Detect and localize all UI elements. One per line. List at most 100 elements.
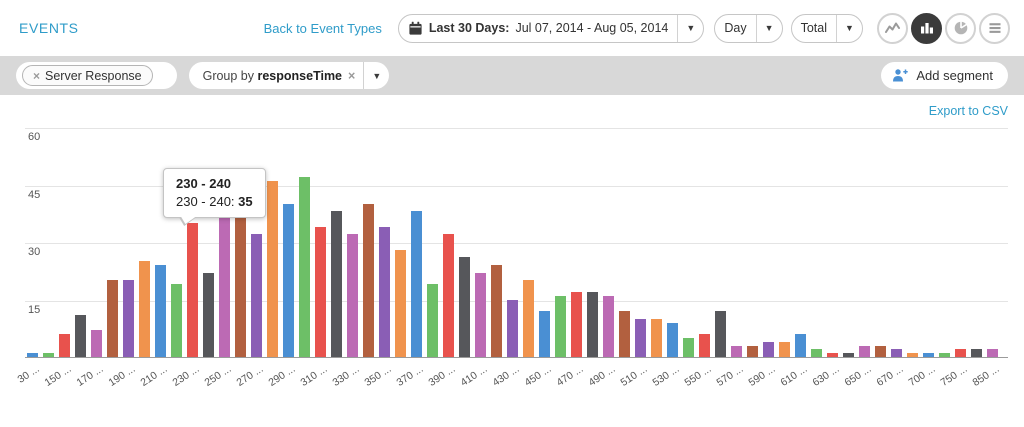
add-segment-button[interactable]: Add segment xyxy=(881,62,1008,89)
bar[interactable] xyxy=(875,345,886,357)
divider xyxy=(363,62,365,89)
pie-chart-view-button[interactable] xyxy=(945,12,976,44)
bar[interactable] xyxy=(843,353,854,357)
bar[interactable] xyxy=(603,295,614,357)
bar[interactable] xyxy=(699,334,710,357)
bar[interactable] xyxy=(363,203,374,357)
interval-dropdown[interactable]: Day ▼ xyxy=(714,13,783,43)
bar[interactable] xyxy=(459,257,470,357)
close-icon[interactable]: × xyxy=(33,68,41,83)
bar[interactable] xyxy=(891,349,902,357)
bar[interactable] xyxy=(939,353,950,357)
bar-chart-view-button[interactable] xyxy=(911,12,942,44)
bar[interactable] xyxy=(715,311,726,357)
export-to-csv-link[interactable]: Export to CSV xyxy=(928,104,1008,118)
metric-dropdown[interactable]: Total ▼ xyxy=(790,13,863,43)
bar[interactable] xyxy=(155,265,166,357)
x-tick-label: 700 ... xyxy=(906,362,938,389)
x-tick-label: 430 ... xyxy=(490,362,522,389)
bar[interactable] xyxy=(811,349,822,357)
line-chart-view-button[interactable] xyxy=(877,12,908,44)
bar[interactable] xyxy=(171,284,182,357)
bar[interactable] xyxy=(187,222,198,357)
bar[interactable] xyxy=(315,226,326,357)
bar[interactable] xyxy=(395,249,406,357)
bar[interactable] xyxy=(923,353,934,357)
bar[interactable] xyxy=(59,334,70,357)
bar[interactable] xyxy=(203,272,214,357)
bar[interactable] xyxy=(859,345,870,357)
bar[interactable] xyxy=(43,353,54,357)
group-by-chip[interactable]: Group by responseTime × ▼ xyxy=(188,62,390,89)
x-tick-label: 290 ... xyxy=(266,362,298,389)
x-tick-label: 490 ... xyxy=(586,362,618,389)
date-range-label: Last 30 Days: xyxy=(428,21,510,35)
bar[interactable] xyxy=(427,284,438,357)
bar[interactable] xyxy=(475,272,486,357)
x-axis-line xyxy=(25,357,1008,358)
bar[interactable] xyxy=(139,261,150,357)
event-chip-label: Server Response xyxy=(45,68,142,83)
bar[interactable] xyxy=(379,226,390,357)
group-by-caret[interactable]: ▼ xyxy=(364,62,389,89)
date-range-picker[interactable]: Last 30 Days: Jul 07, 2014 - Aug 05, 2014… xyxy=(397,13,705,43)
metric-caret[interactable]: ▼ xyxy=(837,15,862,42)
close-icon[interactable]: × xyxy=(348,68,356,83)
bar[interactable] xyxy=(539,311,550,357)
chevron-down-icon: ▼ xyxy=(686,23,696,33)
bar[interactable] xyxy=(75,314,86,357)
bar[interactable] xyxy=(507,299,518,357)
bar[interactable] xyxy=(411,211,422,357)
bar[interactable] xyxy=(587,291,598,357)
bar[interactable] xyxy=(443,234,454,357)
bar[interactable] xyxy=(27,353,38,357)
bar[interactable] xyxy=(523,280,534,357)
bar[interactable] xyxy=(235,211,246,357)
x-tick-label: 470 ... xyxy=(554,362,586,389)
bar[interactable] xyxy=(123,280,134,357)
bar[interactable] xyxy=(219,211,230,357)
bar[interactable] xyxy=(91,330,102,357)
gridline xyxy=(25,128,1008,129)
bar[interactable] xyxy=(763,341,774,357)
bar[interactable] xyxy=(667,322,678,357)
bar[interactable] xyxy=(651,318,662,357)
bar[interactable] xyxy=(555,295,566,357)
bar[interactable] xyxy=(907,353,918,357)
chevron-down-icon: ▼ xyxy=(764,23,774,33)
bar[interactable] xyxy=(779,341,790,357)
back-to-event-types-link[interactable]: Back to Event Types xyxy=(263,20,382,36)
date-range-value: Jul 07, 2014 - Aug 05, 2014 xyxy=(515,21,669,35)
x-tick-label: 170 ... xyxy=(74,362,106,389)
bar[interactable] xyxy=(267,180,278,357)
x-tick-label: 650 ... xyxy=(842,362,874,389)
interval-caret[interactable]: ▼ xyxy=(757,15,782,42)
bar[interactable] xyxy=(331,211,342,357)
bar[interactable] xyxy=(283,203,294,357)
event-chip[interactable]: × Server Response xyxy=(16,62,177,89)
x-tick-label: 410 ... xyxy=(458,362,490,389)
date-range-caret[interactable]: ▼ xyxy=(678,15,703,42)
bar[interactable] xyxy=(619,311,630,357)
list-view-button[interactable] xyxy=(979,12,1010,44)
bar[interactable] xyxy=(491,265,502,357)
bar[interactable] xyxy=(731,345,742,357)
bar[interactable] xyxy=(299,176,310,357)
bar[interactable] xyxy=(971,349,982,357)
bar[interactable] xyxy=(747,345,758,357)
bar[interactable] xyxy=(251,234,262,357)
bar[interactable] xyxy=(635,318,646,357)
bar[interactable] xyxy=(347,234,358,357)
bar[interactable] xyxy=(795,334,806,357)
bar[interactable] xyxy=(987,349,998,357)
x-tick-label: 370 ... xyxy=(394,362,426,389)
bar[interactable] xyxy=(683,337,694,357)
bar[interactable] xyxy=(827,353,838,357)
bar[interactable] xyxy=(107,280,118,357)
bar[interactable] xyxy=(955,349,966,357)
x-tick-label: 670 ... xyxy=(874,362,906,389)
x-tick-label: 190 ... xyxy=(106,362,138,389)
bar[interactable] xyxy=(571,291,582,357)
x-tick-label: 210 ... xyxy=(138,362,170,389)
x-tick-label: 350 ... xyxy=(362,362,394,389)
